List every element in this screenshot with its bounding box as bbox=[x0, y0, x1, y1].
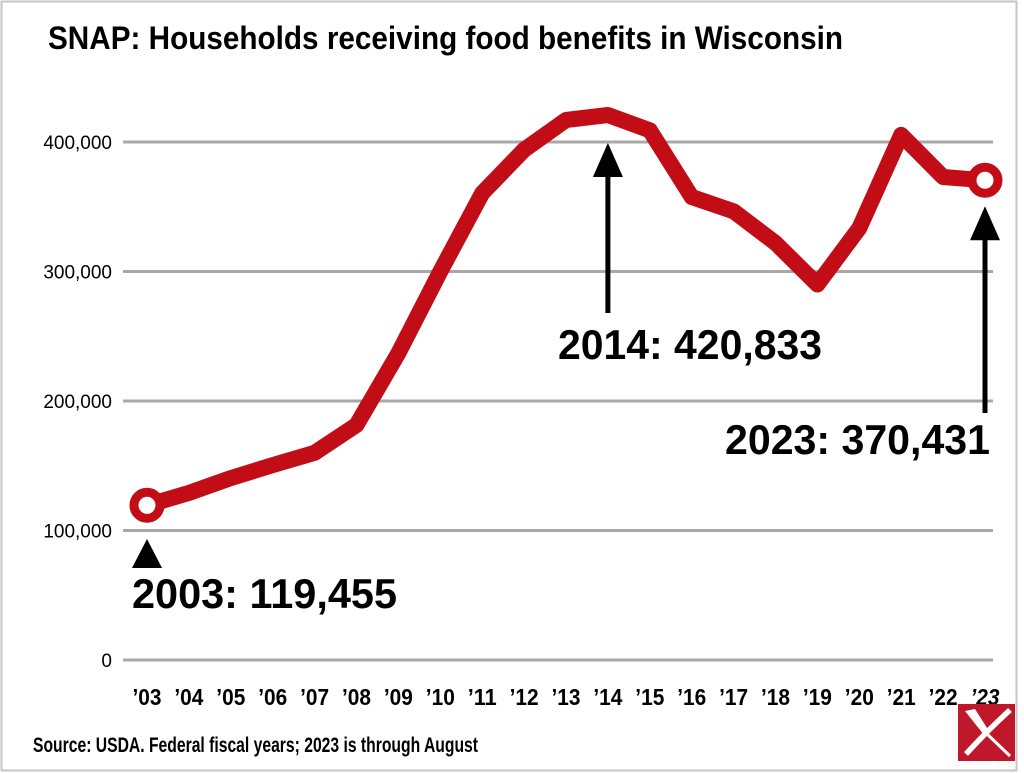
x-tick-label-2009: ’09 bbox=[384, 684, 413, 710]
x-tick-label-2016: ’16 bbox=[677, 684, 706, 710]
x-tick-label-2017: ’17 bbox=[719, 684, 748, 710]
x-tick-label-2013: ’13 bbox=[552, 684, 581, 710]
pointer-arrow-head-2014 bbox=[592, 143, 623, 178]
y-tick-label-100000: 100,000 bbox=[43, 522, 112, 543]
annotation-2014-label: 2014: 420,833 bbox=[558, 321, 822, 368]
endpoint-marker-2023 bbox=[967, 162, 1003, 198]
data-line-layer bbox=[139, 107, 993, 514]
x-tick-label-2010: ’10 bbox=[426, 684, 455, 710]
x-tick-label-2005: ’05 bbox=[216, 684, 245, 710]
y-tick-label-0: 0 bbox=[101, 651, 112, 672]
annotation-2023-label: 2023: 370,431 bbox=[725, 416, 990, 463]
x-tick-label-2008: ’08 bbox=[342, 684, 371, 710]
y-tick-label-300000: 300,000 bbox=[43, 263, 112, 284]
x-tick-label-2015: ’15 bbox=[635, 684, 664, 710]
x-tick-label-2018: ’18 bbox=[761, 684, 790, 710]
x-tick-label-2020: ’20 bbox=[845, 684, 874, 710]
endpoint-marker-2003 bbox=[129, 487, 165, 523]
x-axis-labels-layer: ’03 ’04 ’05 ’06 ’07 ’08 ’09 ’10 ’11 ’12 ’13 ’14 ’15 ’… bbox=[133, 684, 1000, 710]
x-tick-label-2014: ’14 bbox=[593, 684, 622, 710]
x-tick-label-2011: ’11 bbox=[468, 684, 497, 710]
pointer-arrow-head-2023 bbox=[970, 206, 1000, 241]
source-note: Source: USDA. Federal fiscal years; 2023… bbox=[33, 734, 478, 757]
x-tick-label-2003: ’03 bbox=[133, 684, 162, 710]
publisher-logo bbox=[958, 704, 1015, 761]
y-tick-label-200000: 200,000 bbox=[43, 392, 112, 413]
x-tick-label-2019: ’19 bbox=[803, 684, 832, 710]
x-tick-label-2006: ’06 bbox=[258, 684, 287, 710]
x-tick-label-2004: ’04 bbox=[174, 684, 203, 710]
logo-handle-wedge bbox=[965, 709, 989, 735]
gridlines-layer: 400,000 300,000 200,000 100,000 0 bbox=[43, 133, 993, 672]
logo-handle-line bbox=[984, 731, 1012, 758]
annotation-2003-label: 2003: 119,455 bbox=[132, 570, 397, 617]
annotation-markers-layer bbox=[132, 143, 1000, 568]
x-tick-label-2012: ’12 bbox=[510, 684, 539, 710]
x-tick-label-2022: ’22 bbox=[929, 684, 958, 710]
snap-data-line bbox=[139, 107, 993, 514]
y-tick-label-400000: 400,000 bbox=[43, 133, 112, 154]
x-tick-label-2007: ’07 bbox=[300, 684, 329, 710]
x-tick-label-2021: ’21 bbox=[887, 684, 916, 710]
endpoint-markers-layer bbox=[129, 162, 1003, 523]
chart-title: SNAP: Households receiving food benefits… bbox=[48, 20, 843, 56]
pointer-triangle-2003 bbox=[132, 539, 162, 568]
